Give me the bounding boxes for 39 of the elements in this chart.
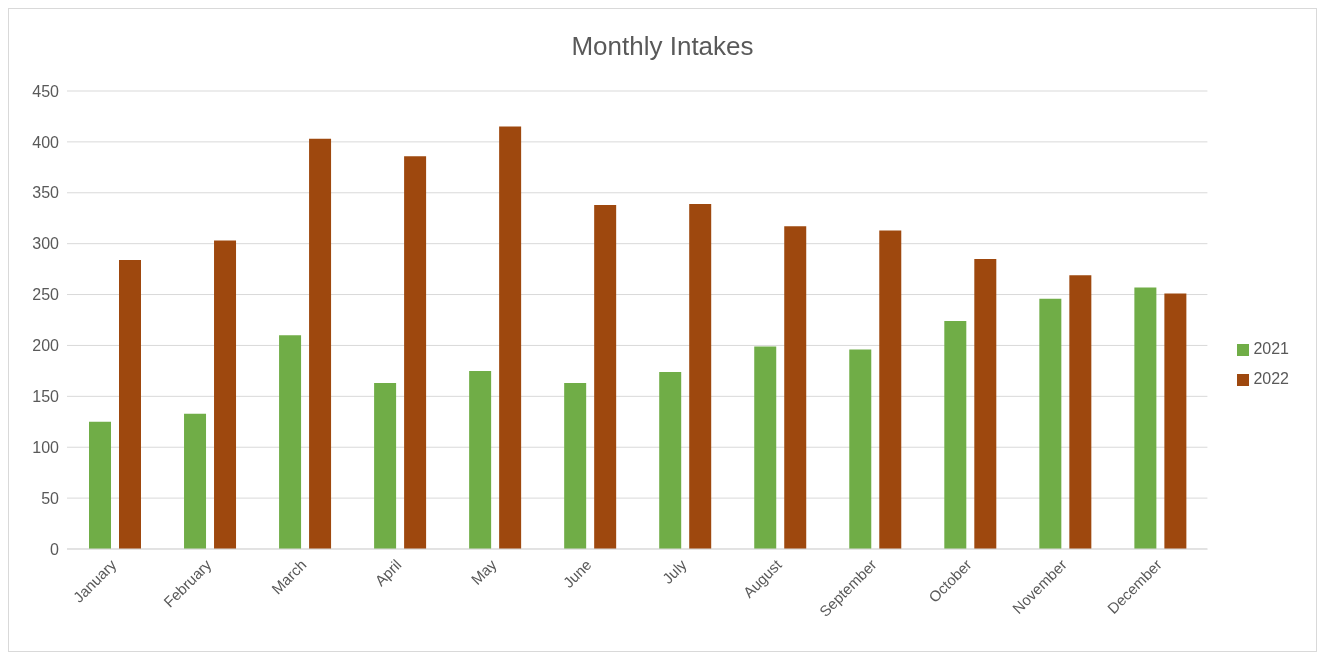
bar [1039,298,1062,549]
y-tick-label: 150 [32,388,60,406]
y-tick-label: 50 [41,489,60,507]
legend-label: 2021 [1253,340,1289,357]
bar [849,349,872,549]
chart-title: Monthly Intakes [570,31,755,62]
bar [469,370,492,549]
y-tick-label: 250 [32,286,60,304]
bar [1164,293,1187,549]
bar [944,321,967,549]
bar [689,203,712,549]
bar [499,126,522,549]
y-tick-label: 300 [32,235,60,253]
bar [214,240,237,549]
bar [754,346,777,549]
bar [309,138,332,549]
bar [89,421,111,549]
bar [119,259,141,549]
y-tick-label: 100 [32,438,60,456]
bar [974,258,997,549]
y-tick-label: 0 [50,540,60,558]
bar [659,371,682,549]
bar [404,156,427,549]
bar [564,383,587,549]
y-tick-label: 450 [32,82,60,100]
bar [1134,287,1157,549]
y-tick-label: 200 [32,337,60,355]
bar [879,230,902,549]
bar [1069,275,1092,549]
bar [594,204,617,549]
bar [184,413,207,549]
bar [279,335,302,549]
x-tick-label: July [658,555,691,587]
y-tick-label: 400 [32,133,60,151]
x-tick-label: May [467,555,500,588]
bar [374,383,397,549]
bar [784,226,807,549]
legend-label: 2022 [1253,370,1289,387]
y-tick-label: 350 [32,184,60,202]
